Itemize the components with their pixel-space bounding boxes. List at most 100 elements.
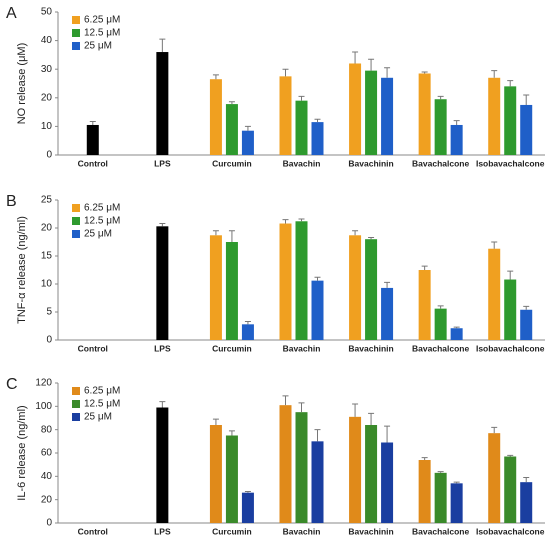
error-bar (384, 281, 391, 288)
legend-swatch (72, 29, 80, 37)
bar (295, 412, 308, 523)
error-bar (491, 426, 498, 434)
x-tick-label: Bavachalcone (412, 526, 469, 536)
x-tick-label: Bavachin (283, 526, 321, 536)
y-tick-label: 5 (46, 307, 52, 318)
error-bar (453, 326, 460, 329)
bar (418, 460, 431, 523)
y-tick-label: 20 (41, 92, 53, 103)
bar (225, 242, 238, 340)
error-bar (491, 70, 498, 78)
bar (279, 223, 292, 340)
bar (209, 235, 222, 340)
legend-swatch (72, 204, 80, 212)
bar (279, 76, 292, 155)
bar (504, 279, 517, 340)
bar (381, 442, 394, 523)
x-tick-label: Bavachinin (348, 158, 393, 168)
y-tick-label: 10 (41, 279, 53, 290)
error-bar (244, 125, 251, 131)
bar (520, 309, 533, 340)
x-tick-label: Isobavachalcone (476, 158, 545, 168)
bar (504, 456, 517, 523)
error-bar (352, 403, 359, 417)
legend-swatch (72, 42, 80, 50)
legend-swatch (72, 413, 80, 421)
y-tick-label: 15 (41, 251, 53, 262)
bar (434, 99, 447, 155)
error-bar (298, 402, 305, 413)
bar (311, 441, 324, 523)
legend-label: 6.25 μM (84, 203, 120, 214)
y-tick-label: 100 (35, 401, 52, 412)
bar (156, 226, 169, 340)
error-bar (368, 58, 375, 71)
error-bar (453, 481, 460, 484)
error-bar (523, 305, 530, 310)
legend-label: 12.5 μM (84, 399, 120, 410)
y-axis-label: NO release (μM) (16, 43, 28, 125)
panel-label: C (6, 376, 18, 393)
bar (225, 435, 238, 523)
y-tick-label: 25 (41, 195, 53, 206)
bar (241, 492, 254, 523)
y-tick-label: 120 (35, 378, 52, 389)
x-tick-label: Control (78, 343, 108, 353)
x-tick-label: Control (78, 158, 108, 168)
bar (209, 425, 222, 523)
legend-swatch (72, 217, 80, 225)
error-bar (523, 94, 530, 105)
bar (488, 248, 501, 340)
legend-label: 6.25 μM (84, 15, 120, 26)
bar (311, 122, 324, 155)
error-bar (421, 71, 428, 74)
error-bar (384, 425, 391, 443)
x-tick-label: Isobavachalcone (476, 343, 545, 353)
bar (418, 270, 431, 340)
error-bar (453, 120, 460, 125)
bar (156, 52, 169, 155)
x-tick-label: LPS (154, 526, 171, 536)
error-bar (437, 305, 444, 309)
x-tick-label: Curcumin (212, 526, 252, 536)
y-tick-label: 20 (41, 494, 53, 505)
error-bar (282, 68, 289, 77)
error-bar (507, 270, 514, 280)
y-tick-label: 40 (41, 35, 53, 46)
error-bar (228, 230, 235, 242)
x-tick-label: Control (78, 526, 108, 536)
bar (381, 77, 394, 155)
error-bar (159, 38, 166, 53)
error-bar (212, 418, 219, 425)
error-bar (244, 321, 251, 325)
legend-label: 6.25 μM (84, 386, 120, 397)
bar (86, 124, 99, 155)
error-bar (314, 118, 321, 123)
panel-label: B (6, 193, 17, 210)
x-tick-label: Bavachalcone (412, 343, 469, 353)
bar (381, 287, 394, 340)
x-tick-label: Bavachin (283, 158, 321, 168)
error-bar (282, 395, 289, 406)
error-bar (314, 276, 321, 281)
x-tick-label: Bavachalcone (412, 158, 469, 168)
legend-label: 12.5 μM (84, 28, 120, 39)
bar (520, 104, 533, 155)
bar (241, 130, 254, 155)
error-bar (282, 219, 289, 224)
error-bar (352, 230, 359, 236)
error-bar (437, 95, 444, 100)
x-tick-label: Bavachinin (348, 343, 393, 353)
bar (450, 328, 463, 340)
y-tick-label: 0 (46, 518, 52, 529)
x-tick-label: LPS (154, 343, 171, 353)
y-tick-label: 50 (41, 7, 53, 18)
bar (450, 124, 463, 155)
error-bar (368, 237, 375, 240)
error-bar (159, 401, 166, 408)
error-bar (244, 491, 251, 493)
bar (349, 416, 362, 523)
error-bar (212, 230, 219, 236)
bar (418, 73, 431, 155)
y-tick-label: 60 (41, 448, 53, 459)
